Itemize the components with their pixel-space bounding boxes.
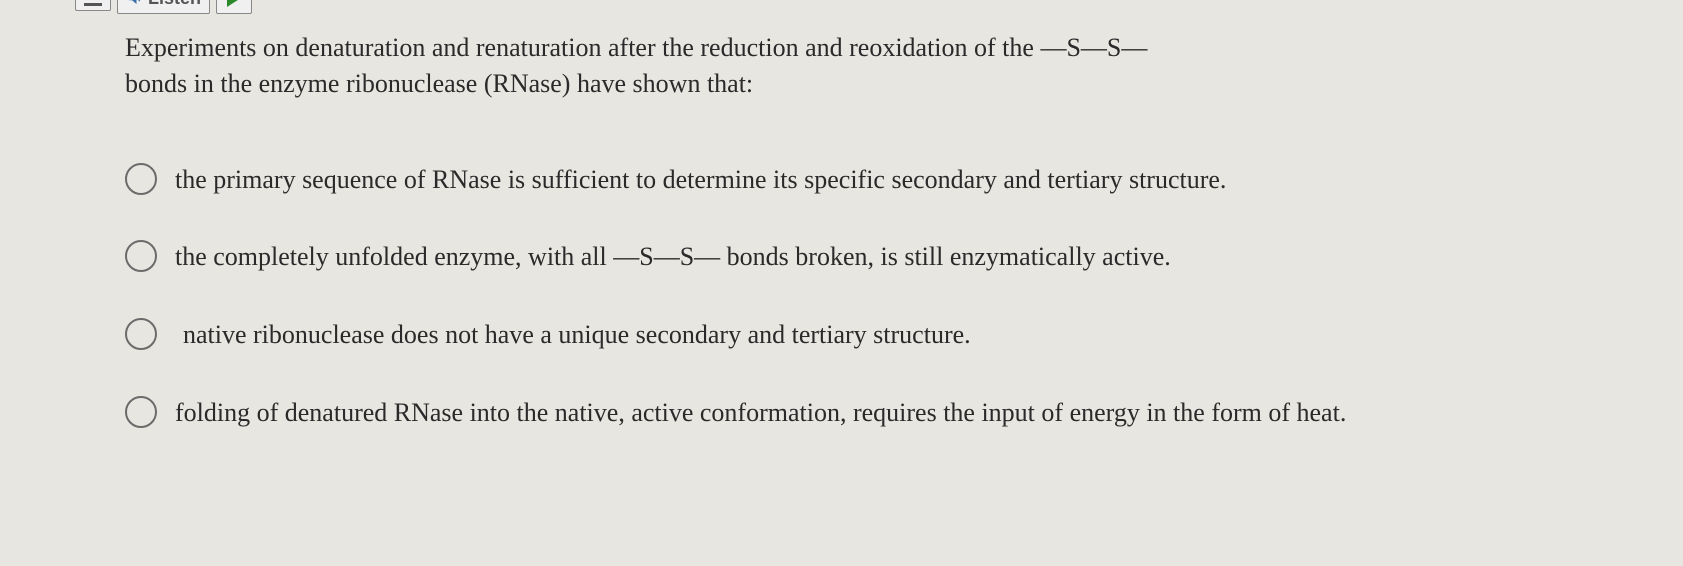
- option-row[interactable]: native ribonuclease does not have a uniq…: [125, 316, 1643, 354]
- option-label: the completely unfolded enzyme, with all…: [175, 238, 1171, 276]
- option-row[interactable]: the completely unfolded enzyme, with all…: [125, 238, 1643, 276]
- hamburger-button[interactable]: [75, 0, 111, 11]
- toolbar: Listen: [75, 0, 252, 14]
- radio-icon[interactable]: [125, 240, 157, 272]
- speaker-icon: [126, 0, 144, 7]
- hamburger-icon: [84, 0, 102, 6]
- question-stem: Experiments on denaturation and renatura…: [125, 30, 1175, 103]
- question-area: Experiments on denaturation and renatura…: [125, 30, 1643, 432]
- radio-icon[interactable]: [125, 163, 157, 195]
- option-label: folding of denatured RNase into the nati…: [175, 394, 1346, 432]
- play-icon: [227, 0, 241, 7]
- listen-button[interactable]: Listen: [117, 0, 210, 14]
- radio-icon[interactable]: [125, 318, 157, 350]
- option-row[interactable]: the primary sequence of RNase is suffici…: [125, 161, 1643, 199]
- option-row[interactable]: folding of denatured RNase into the nati…: [125, 394, 1643, 432]
- option-label: the primary sequence of RNase is suffici…: [175, 161, 1226, 199]
- play-button[interactable]: [216, 0, 252, 14]
- option-label: native ribonuclease does not have a uniq…: [175, 316, 971, 354]
- radio-icon[interactable]: [125, 396, 157, 428]
- listen-label: Listen: [148, 0, 201, 9]
